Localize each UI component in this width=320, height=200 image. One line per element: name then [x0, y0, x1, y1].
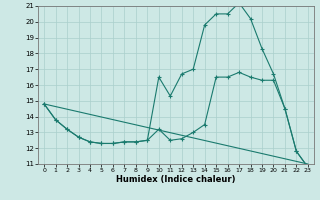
X-axis label: Humidex (Indice chaleur): Humidex (Indice chaleur) — [116, 175, 236, 184]
